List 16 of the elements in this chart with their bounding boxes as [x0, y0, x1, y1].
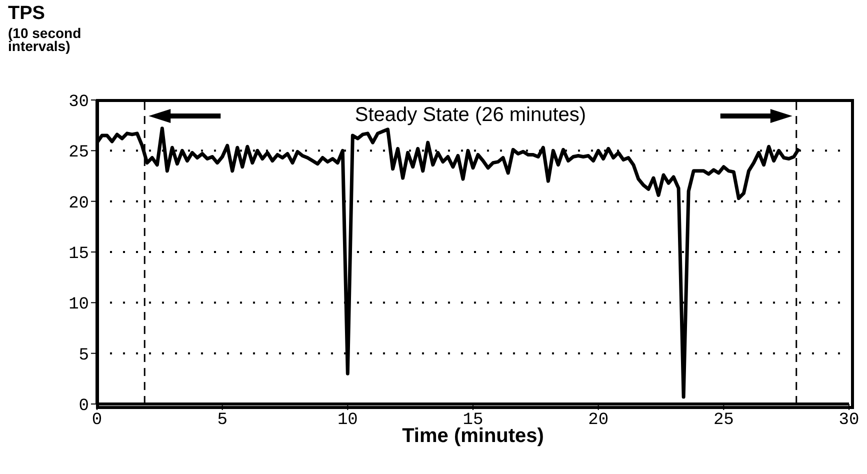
x-tick-label: 5 — [217, 411, 228, 430]
annotation: Steady State (26 minutes) — [354, 104, 588, 127]
x-axis-title: Time (minutes) — [402, 425, 544, 447]
y-tick-label: 15 — [68, 245, 89, 264]
y-tick-label: 0 — [78, 397, 89, 416]
x-tick-label: 30 — [838, 411, 860, 430]
y-tick-label: 20 — [68, 194, 89, 214]
y-tick-label: 10 — [68, 296, 89, 315]
y-axis-title: TPS (10 second intervals) — [8, 3, 82, 54]
x-tick-label: 25 — [713, 411, 734, 430]
y-tick-label: 5 — [78, 346, 89, 366]
x-tick-label: 10 — [337, 411, 358, 430]
y-tick-label: 30 — [68, 93, 89, 112]
y-tick-label: 25 — [68, 144, 89, 163]
x-tick-label: 0 — [92, 411, 102, 430]
x-tick-label: 20 — [588, 411, 609, 430]
